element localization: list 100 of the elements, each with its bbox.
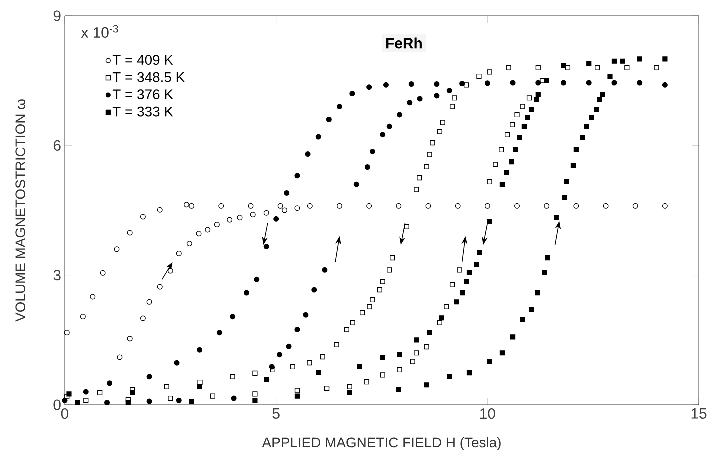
point xyxy=(186,241,192,247)
point xyxy=(366,203,372,209)
point xyxy=(307,203,313,209)
point xyxy=(484,80,490,86)
point xyxy=(127,230,133,236)
point xyxy=(196,231,202,237)
y-tick-label: 0 xyxy=(54,400,61,410)
point xyxy=(264,210,270,216)
point xyxy=(248,203,254,209)
point xyxy=(455,203,461,209)
point xyxy=(426,203,432,209)
point xyxy=(282,208,288,214)
point xyxy=(244,290,250,296)
point xyxy=(662,203,668,209)
point xyxy=(396,203,402,209)
point xyxy=(637,80,643,86)
point xyxy=(460,81,466,87)
y-tick-label: 6 xyxy=(54,140,61,151)
point xyxy=(326,116,332,122)
point xyxy=(168,268,174,274)
point xyxy=(603,203,609,209)
point xyxy=(484,203,490,209)
point xyxy=(114,246,120,252)
point xyxy=(205,227,211,233)
point xyxy=(176,398,182,404)
y-tick-label: 9 xyxy=(54,10,61,22)
legend-label: T = 348.5 K xyxy=(112,72,185,82)
point xyxy=(305,152,311,158)
point xyxy=(434,93,440,99)
point xyxy=(231,396,237,402)
y-tick-label: 3 xyxy=(54,270,61,281)
point xyxy=(561,80,566,86)
point xyxy=(510,80,516,86)
point xyxy=(90,294,96,300)
point xyxy=(294,173,300,179)
point xyxy=(146,374,152,380)
point xyxy=(176,250,182,256)
point xyxy=(214,222,220,228)
x-tick-label: 15 xyxy=(692,408,707,419)
point xyxy=(278,203,284,209)
point xyxy=(662,82,668,88)
point xyxy=(586,80,592,86)
point xyxy=(612,80,618,86)
point xyxy=(264,244,270,250)
point xyxy=(274,216,280,222)
point xyxy=(294,206,300,212)
x-axis-title: APPLIED MAGNETIC FIELD H (Tesla) xyxy=(262,437,501,450)
point xyxy=(80,314,86,320)
point xyxy=(366,84,372,90)
point xyxy=(312,287,318,293)
point xyxy=(157,207,163,213)
point xyxy=(386,124,392,130)
x-tick-label: 0 xyxy=(61,408,69,420)
point xyxy=(237,215,243,221)
point xyxy=(407,100,413,106)
point xyxy=(380,132,386,138)
point xyxy=(417,96,423,102)
point xyxy=(434,82,440,88)
annotation: x 10$^{-3}$ xyxy=(81,25,118,38)
point xyxy=(574,203,580,209)
point xyxy=(83,389,89,395)
point xyxy=(316,134,322,140)
point xyxy=(197,347,203,353)
point xyxy=(254,276,260,282)
point xyxy=(514,203,520,209)
point xyxy=(184,202,190,208)
point xyxy=(216,330,222,336)
point xyxy=(408,82,414,88)
point xyxy=(227,217,233,223)
point xyxy=(354,182,360,188)
point xyxy=(104,400,110,406)
point xyxy=(117,354,123,360)
point xyxy=(189,203,195,209)
point xyxy=(336,203,342,209)
x-tick-label: 5 xyxy=(272,408,280,419)
legend-label: T = 409 K xyxy=(112,55,174,66)
point xyxy=(62,398,68,404)
point xyxy=(536,80,542,86)
point xyxy=(397,112,403,118)
point xyxy=(364,164,370,170)
point xyxy=(446,88,452,94)
point xyxy=(383,82,389,88)
point xyxy=(140,316,146,322)
point xyxy=(350,91,356,97)
legend-label: T = 333 K xyxy=(112,106,174,117)
point xyxy=(632,203,638,209)
point xyxy=(64,330,70,336)
point xyxy=(370,148,376,154)
point xyxy=(127,336,133,342)
point xyxy=(230,314,236,320)
point xyxy=(250,212,256,218)
text: FeRh xyxy=(386,38,422,49)
point xyxy=(336,104,342,110)
point xyxy=(322,267,328,273)
point xyxy=(157,284,163,290)
point xyxy=(284,190,290,196)
point xyxy=(294,327,300,333)
point xyxy=(107,380,113,386)
point xyxy=(303,312,309,318)
point xyxy=(146,299,152,305)
